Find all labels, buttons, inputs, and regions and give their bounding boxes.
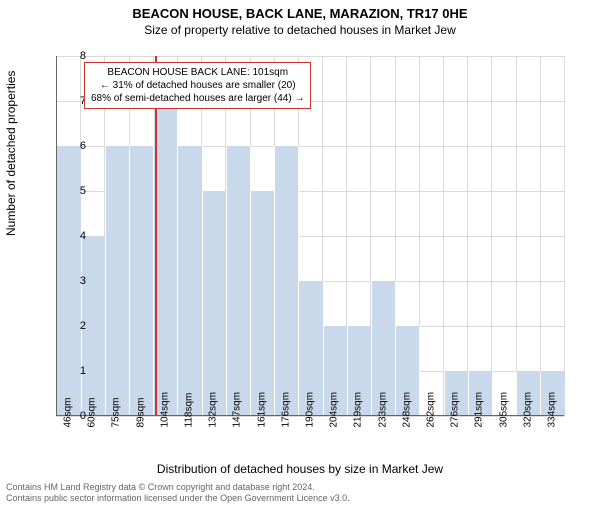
annotation-line1: BEACON HOUSE BACK LANE: 101sqm (91, 66, 304, 79)
footer-line2: Contains public sector information licen… (6, 493, 350, 504)
gridline-v (491, 56, 492, 416)
bar (105, 146, 130, 416)
y-axis-line (56, 56, 57, 416)
y-axis-label: Number of detached properties (4, 71, 18, 236)
marker-line (155, 56, 157, 416)
ytick-label: 4 (62, 230, 86, 242)
ytick-label: 3 (62, 275, 86, 287)
annotation-box: BEACON HOUSE BACK LANE: 101sqm ← 31% of … (84, 62, 311, 109)
gridline-v (467, 56, 468, 416)
x-axis-label: Distribution of detached houses by size … (0, 462, 600, 476)
ytick-label: 8 (62, 50, 86, 62)
ytick-label: 7 (62, 95, 86, 107)
annotation-line3: 68% of semi-detached houses are larger (… (91, 92, 304, 105)
bar (177, 146, 202, 416)
plot-area (56, 56, 564, 416)
gridline-v (564, 56, 565, 416)
bar (274, 146, 299, 416)
ytick-label: 6 (62, 140, 86, 152)
bar (250, 191, 275, 416)
chart-subtitle: Size of property relative to detached ho… (0, 23, 600, 37)
ytick-label: 2 (62, 320, 86, 332)
chart-title: BEACON HOUSE, BACK LANE, MARAZION, TR17 … (0, 6, 600, 21)
footer-attribution: Contains HM Land Registry data © Crown c… (6, 482, 350, 504)
gridline-h (56, 56, 564, 57)
bar (226, 146, 251, 416)
ytick-label: 1 (62, 365, 86, 377)
chart-container: BEACON HOUSE, BACK LANE, MARAZION, TR17 … (0, 6, 600, 506)
bar (129, 146, 154, 416)
gridline-v (443, 56, 444, 416)
gridline-v (540, 56, 541, 416)
annotation-line2: ← 31% of detached houses are smaller (20… (91, 79, 304, 92)
footer-line1: Contains HM Land Registry data © Crown c… (6, 482, 350, 493)
bar (202, 191, 227, 416)
ytick-label: 5 (62, 185, 86, 197)
gridline-v (516, 56, 517, 416)
